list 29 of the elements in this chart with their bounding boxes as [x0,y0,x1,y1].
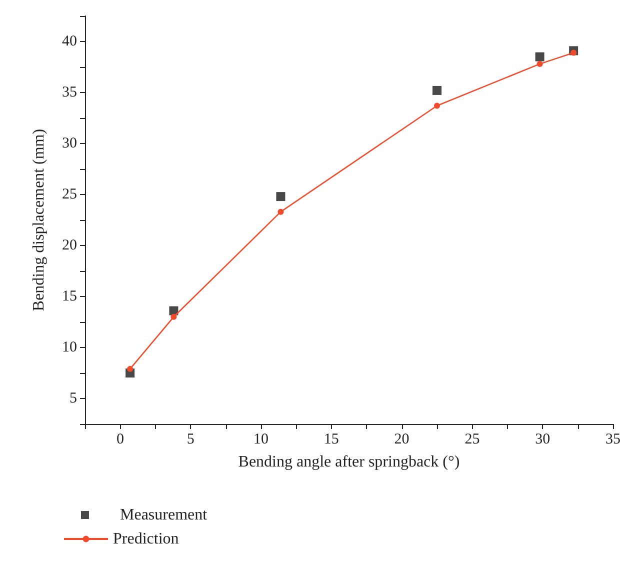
point [127,366,134,372]
x-axis-title: Bending angle after springback (°) [238,454,460,470]
x-tick-label: 15 [324,432,339,448]
y-tick-label: 20 [62,238,77,254]
point [535,52,544,62]
x-tick-label: 10 [254,432,268,448]
x-tick-label: 25 [464,432,480,448]
point [276,192,286,202]
point [432,86,442,95]
legend-label: Measurement [120,506,208,524]
x-tick-label: 20 [394,432,410,448]
x-tick-label: 5 [186,432,194,448]
x-tick-label: 30 [535,432,550,448]
y-tick-label: 15 [62,288,77,304]
point [434,102,440,109]
y-tick-label: 35 [62,84,77,100]
point [278,208,284,215]
y-axis-title: Bending displacement (mm) [30,128,48,312]
y-tick-label: 5 [70,390,77,406]
y-tick-label: 25 [62,186,77,202]
x-tick-label: 0 [116,432,124,448]
point [536,60,543,67]
point [570,50,577,56]
point [170,314,177,320]
x-tick-label: 35 [606,432,620,448]
y-tick-label: 10 [62,340,77,356]
legend-label: Prediction [113,530,179,548]
y-tick-label: 30 [62,136,77,152]
y-tick-label: 40 [62,34,77,50]
